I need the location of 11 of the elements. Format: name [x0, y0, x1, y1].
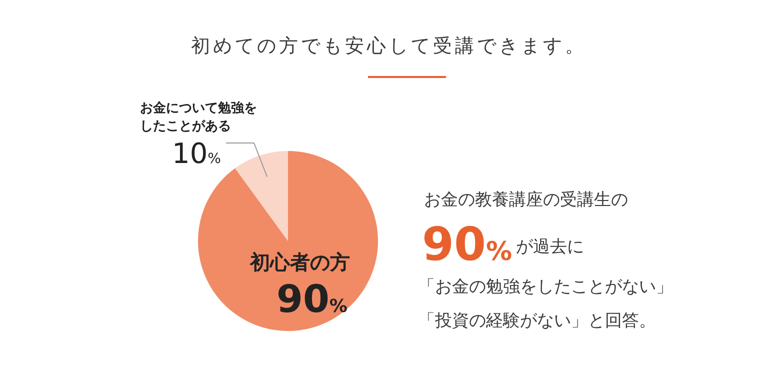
text: 「お金の勉強をしたことがない」 — [418, 277, 673, 297]
text: が過去に — [516, 237, 584, 257]
slice-label: 初心者の方 — [249, 250, 350, 274]
data-label: 90% — [276, 277, 348, 321]
data-label: 10% — [172, 137, 221, 170]
pie-slice — [235, 151, 288, 241]
slice-label: お金について勉強をしたことがある — [140, 100, 257, 134]
chart-title: 初めての方でも安心して受講できます。 — [191, 35, 587, 57]
text: 90% — [422, 217, 512, 271]
text: 「投資の経験がない」と回答。 — [418, 311, 656, 331]
text: お金の教養講座の受講生の — [424, 190, 628, 210]
